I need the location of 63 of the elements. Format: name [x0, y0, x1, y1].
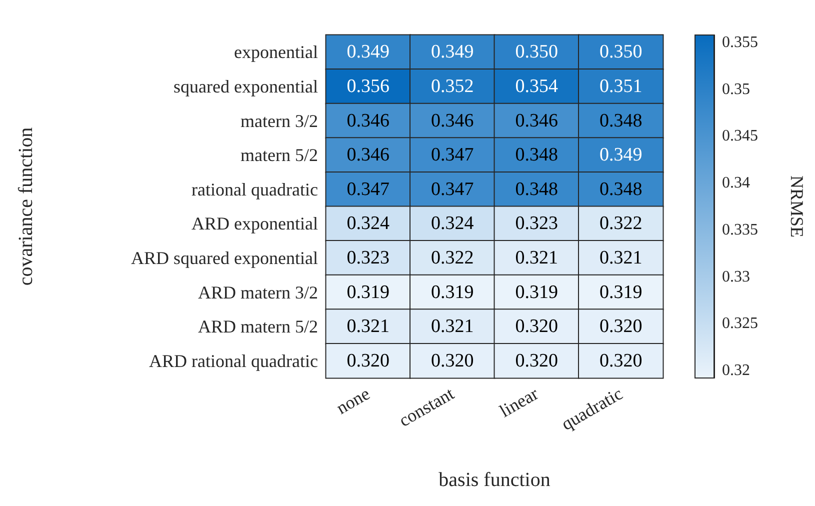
data-label: 0.351	[600, 76, 642, 97]
data-label: 0.346	[515, 110, 558, 132]
y-tick-label: ARD exponential	[192, 214, 318, 234]
y-tick-label: ARD squared exponential	[131, 248, 318, 268]
color-bar-title: NRMSE	[787, 175, 807, 238]
data-label: 0.322	[431, 247, 474, 268]
y-tick-label: exponential	[234, 42, 318, 62]
data-label: 0.352	[431, 76, 474, 97]
data-label: 0.349	[431, 42, 474, 63]
x-tick-label: none	[332, 383, 374, 418]
data-label: 0.322	[600, 213, 642, 234]
data-label: 0.346	[431, 110, 474, 132]
data-label: 0.349	[346, 42, 390, 63]
y-tick-label: matern 5/2	[240, 145, 318, 166]
x-axis-title: basis function	[438, 469, 550, 491]
data-label: 0.348	[600, 178, 642, 200]
data-label: 0.347	[431, 178, 474, 200]
data-label: 0.319	[346, 282, 390, 303]
data-label: 0.348	[515, 178, 558, 200]
data-label: 0.347	[346, 178, 390, 200]
data-label: 0.323	[346, 247, 390, 268]
data-label: 0.321	[431, 316, 474, 338]
data-label: 0.356	[346, 76, 390, 97]
color-bar-label: 0.35	[722, 80, 750, 98]
data-label: 0.320	[346, 350, 390, 372]
color-bar-label: 0.335	[722, 221, 758, 238]
color-bar-label: 0.33	[722, 268, 750, 286]
data-label: 0.346	[346, 110, 390, 132]
y-tick-label: squared exponential	[174, 76, 318, 96]
data-label: 0.319	[600, 282, 642, 303]
y-axis-title: covariance function	[15, 127, 37, 286]
x-tick-label: linear	[496, 383, 542, 422]
data-label: 0.319	[515, 282, 558, 303]
data-label: 0.324	[346, 213, 390, 234]
data-label: 0.320	[515, 350, 558, 372]
y-tick-label: rational quadratic	[192, 179, 318, 200]
data-label: 0.354	[515, 76, 558, 97]
data-label: 0.346	[346, 144, 390, 166]
color-bar-label: 0.325	[722, 315, 758, 332]
data-label: 0.320	[600, 350, 642, 372]
color-bar-label: 0.345	[722, 128, 758, 145]
data-label: 0.347	[431, 144, 474, 166]
data-label: 0.321	[346, 316, 390, 338]
data-label: 0.320	[431, 350, 474, 372]
y-tick-label: ARD matern 3/2	[198, 282, 318, 302]
data-label: 0.321	[515, 247, 558, 268]
data-label: 0.320	[515, 316, 558, 338]
data-label: 0.348	[600, 110, 642, 132]
data-label: 0.349	[600, 144, 642, 166]
y-tick-label: ARD matern 5/2	[198, 316, 318, 337]
data-label: 0.324	[431, 213, 474, 234]
y-tick-label: matern 3/2	[240, 110, 318, 131]
data-label: 0.319	[431, 282, 474, 303]
data-label: 0.348	[515, 144, 558, 166]
data-label: 0.321	[600, 247, 642, 268]
color-bar-label: 0.355	[722, 34, 758, 51]
data-label: 0.350	[600, 42, 642, 63]
data-label: 0.323	[515, 213, 558, 234]
data-label: 0.320	[600, 316, 642, 338]
data-label: 0.350	[515, 42, 558, 63]
color-bar-label: 0.32	[722, 362, 750, 380]
color-bar-label: 0.34	[722, 174, 750, 192]
y-tick-label: ARD rational quadratic	[149, 350, 318, 371]
